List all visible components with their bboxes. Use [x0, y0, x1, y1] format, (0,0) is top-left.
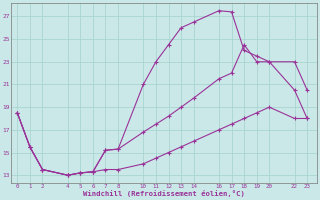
X-axis label: Windchill (Refroidissement éolien,°C): Windchill (Refroidissement éolien,°C) — [83, 190, 245, 197]
